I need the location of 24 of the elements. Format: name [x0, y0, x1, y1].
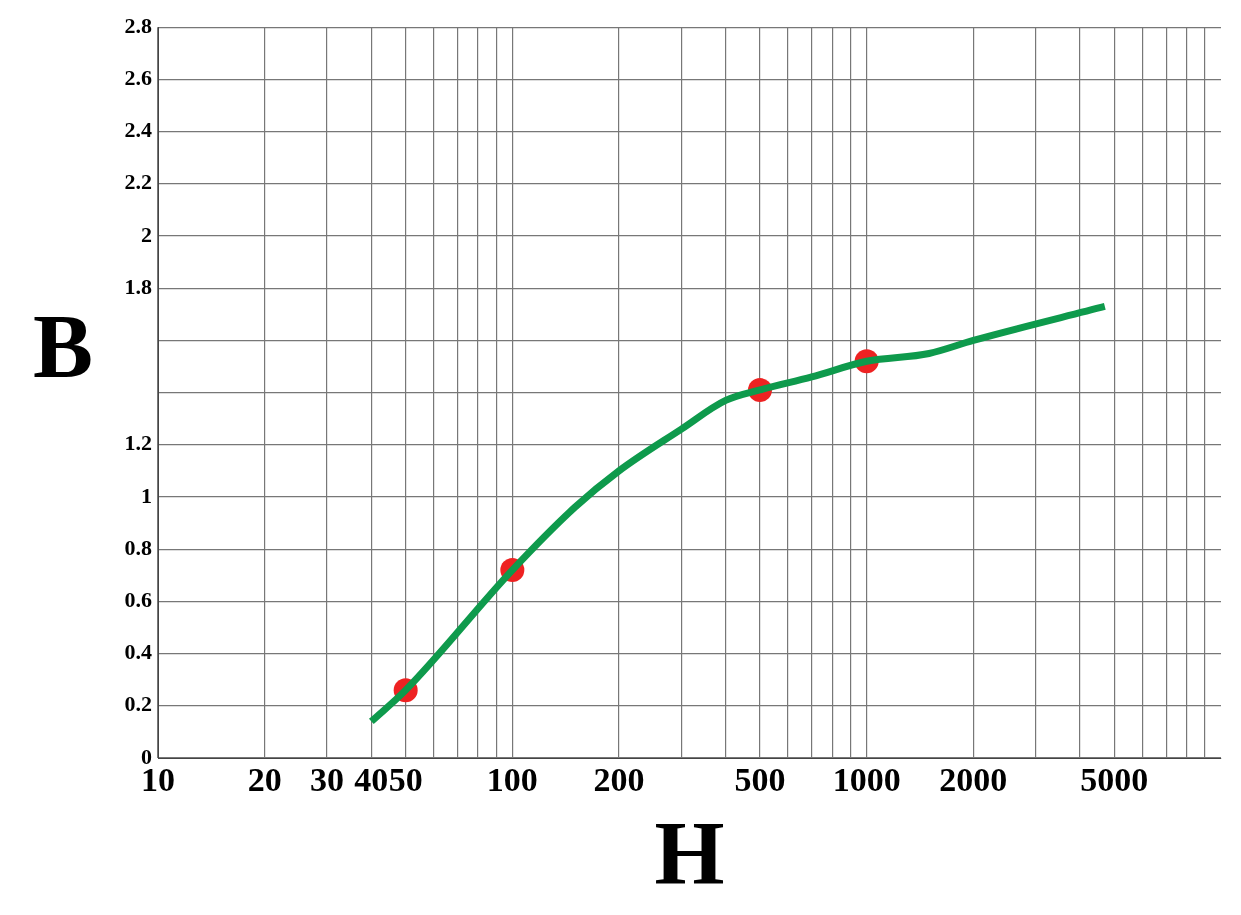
x-tick-label: 500: [734, 761, 786, 799]
y-tick-label: 1: [141, 482, 152, 508]
x-tick-label: 30: [310, 761, 345, 799]
y-axis-title: B: [32, 296, 94, 396]
x-tick-label: 50: [388, 761, 423, 799]
y-tick-label: 1.2: [124, 430, 152, 456]
y-tick-label: 2.6: [124, 65, 152, 91]
y-tick-label: 2.2: [124, 169, 152, 195]
x-tick-label: 40: [354, 761, 389, 799]
y-tick-label: 2.8: [124, 12, 152, 38]
y-tick-label: 0.8: [124, 534, 152, 560]
y-tick-label: 2: [141, 221, 152, 247]
y-tick-label: 0.4: [124, 639, 152, 665]
x-tick-label: 200: [593, 761, 645, 799]
y-tick-label: 1.8: [124, 273, 152, 299]
x-tick-label: 5000: [1080, 761, 1149, 799]
x-tick-label: 20: [247, 761, 282, 799]
x-tick-label: 1000: [832, 761, 901, 799]
x-tick-label: 100: [486, 761, 538, 799]
x-tick-label: 2000: [939, 761, 1008, 799]
y-tick-label: 0.2: [124, 691, 152, 717]
x-axis-title: H: [654, 804, 725, 904]
y-tick-label: 2.4: [124, 117, 152, 143]
y-tick-label: 0.6: [124, 587, 152, 613]
